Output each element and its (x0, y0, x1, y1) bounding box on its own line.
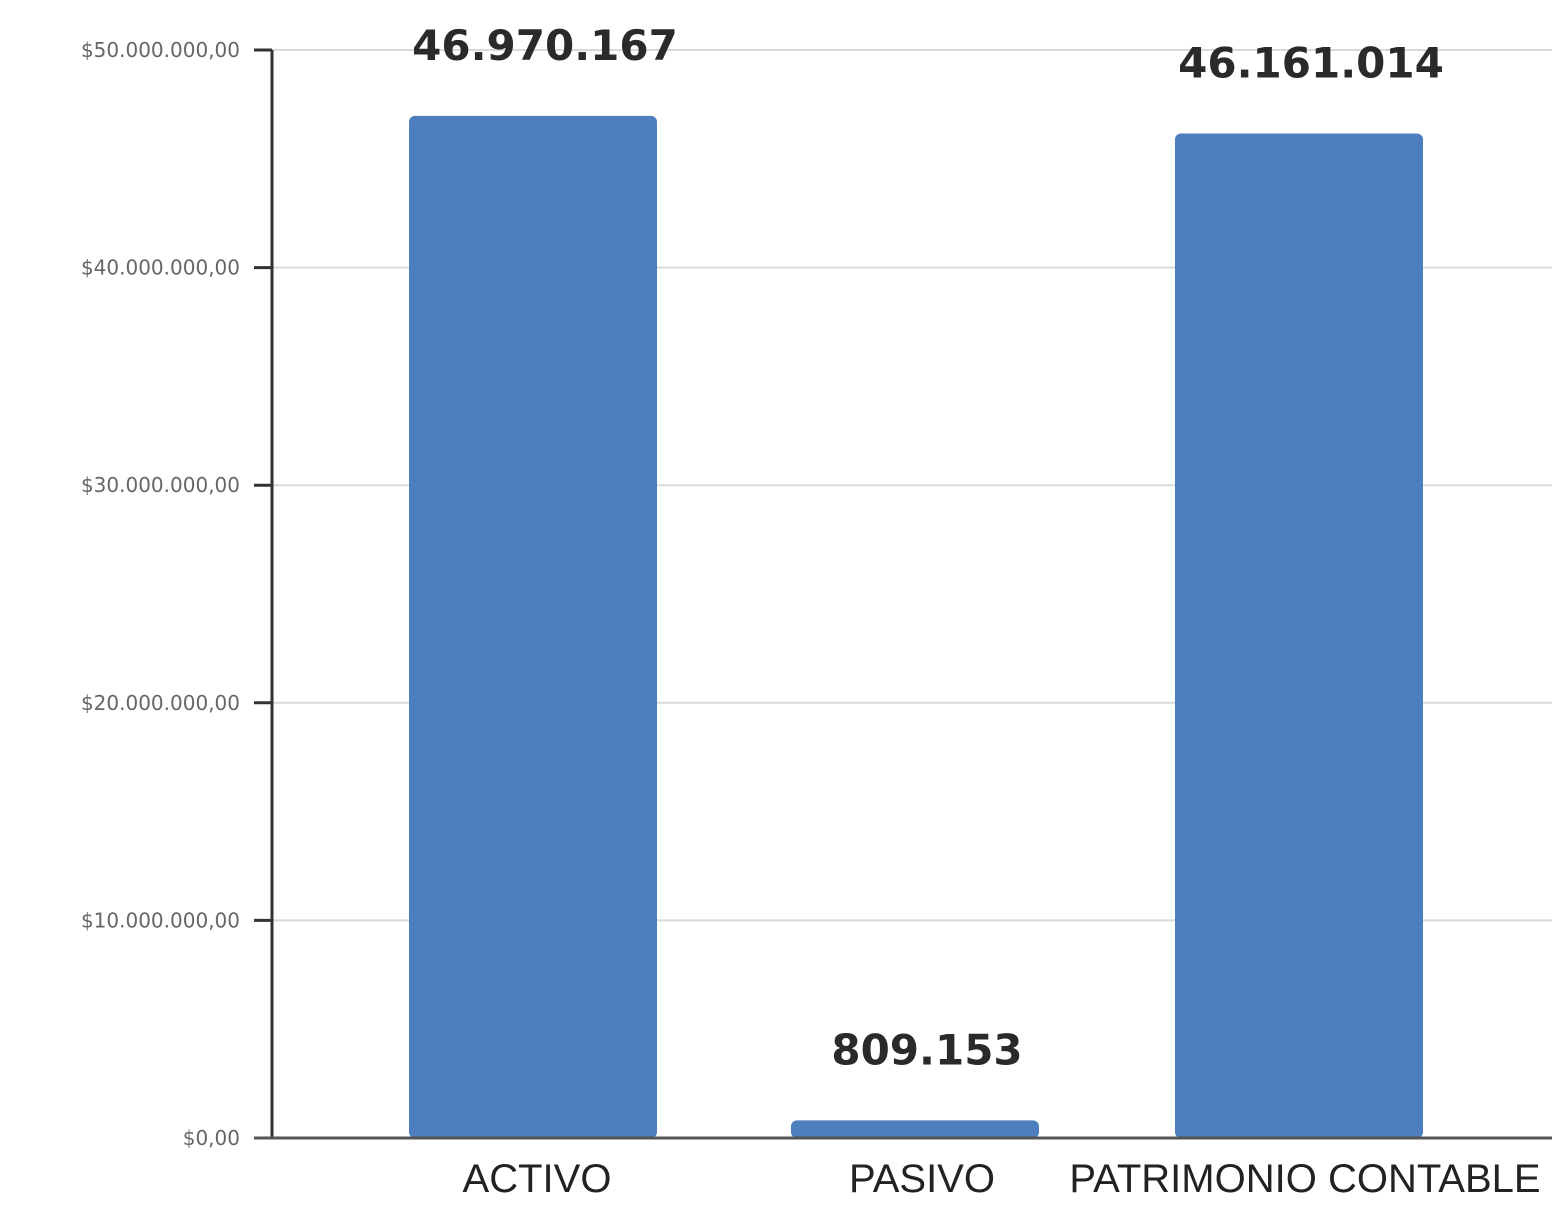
y-tick-label: $10.000.000,00 (81, 908, 240, 932)
y-tick-label: $0,00 (183, 1126, 240, 1150)
y-tick-label: $50.000.000,00 (81, 38, 240, 62)
category-label: PASIVO (849, 1157, 995, 1201)
category-label: ACTIVO (463, 1157, 612, 1201)
bar-patrimonio-contable (1175, 133, 1423, 1139)
y-tick-label: $20.000.000,00 (81, 691, 240, 715)
y-tick-label: $30.000.000,00 (81, 473, 240, 497)
bar-pasivo (791, 1120, 1039, 1138)
data-label: 809.153 (831, 1025, 1022, 1074)
y-tick-label: $40.000.000,00 (81, 256, 240, 280)
y-axis (254, 50, 1552, 1140)
category-label: PATRIMONIO CONTABLE (1069, 1157, 1540, 1201)
bar-activo (409, 115, 657, 1138)
labels: $0,00 $10.000.000,00 $20.000.000,00 $30.000… (81, 21, 1541, 1201)
data-label: 46.161.014 (1178, 39, 1444, 88)
bars (409, 115, 1423, 1139)
data-label: 46.970.167 (412, 21, 678, 70)
